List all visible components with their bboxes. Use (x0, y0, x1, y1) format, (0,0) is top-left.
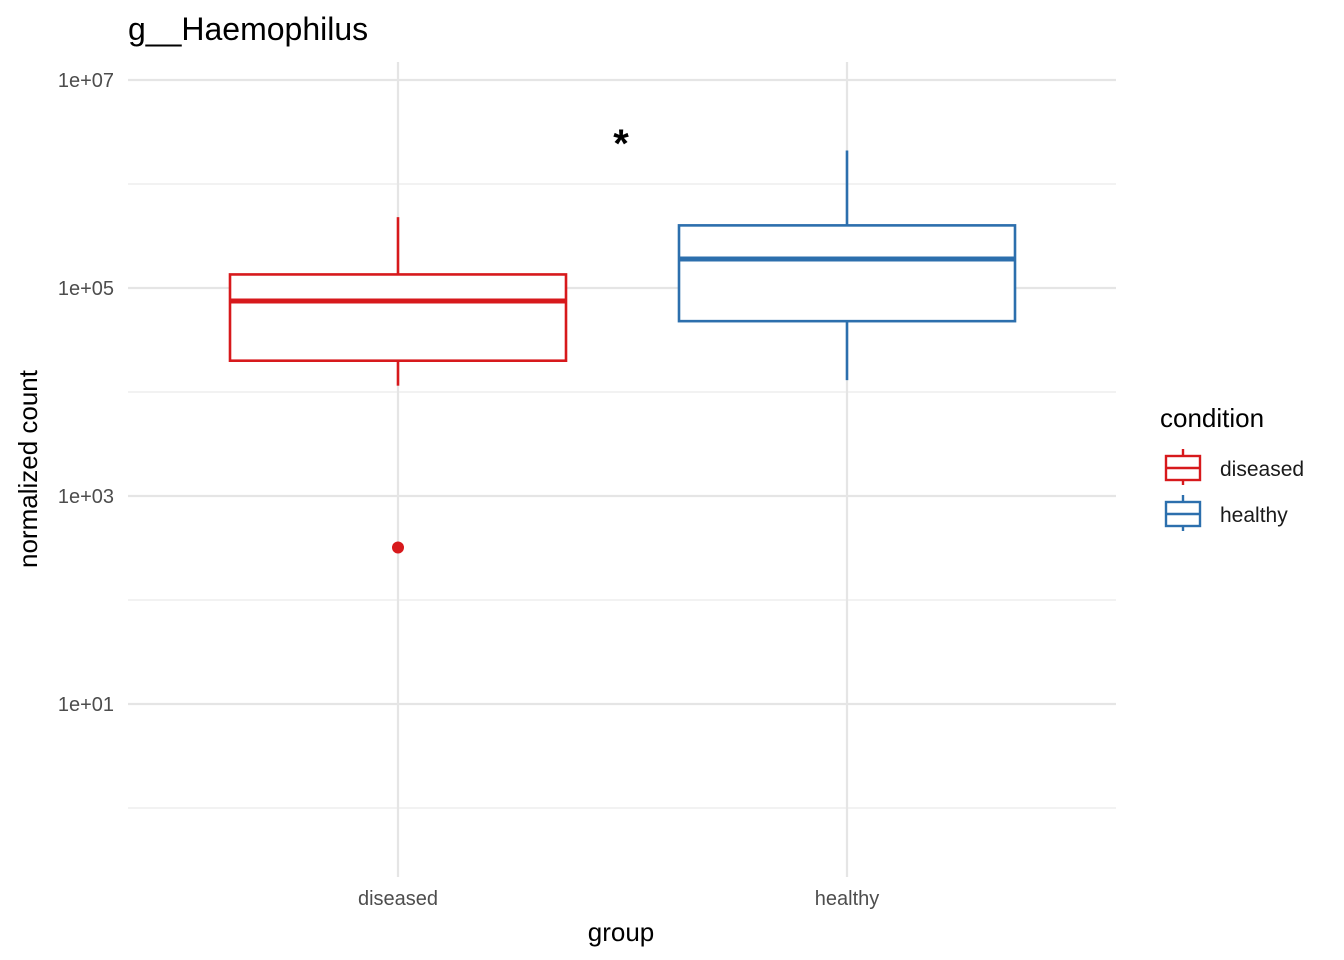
legend-label: diseased (1220, 458, 1304, 481)
y-axis-title: normalized count (13, 369, 43, 568)
outlier-point (392, 541, 404, 554)
y-tick-label: 1e+07 (58, 70, 114, 92)
significance-marker: * (613, 122, 629, 166)
x-axis-title: group (588, 917, 655, 947)
legend: condition diseased healthy (1160, 403, 1304, 531)
y-tick-labels: 1e+01 1e+03 1e+05 1e+07 (58, 70, 114, 716)
iqr-box (228, 273, 568, 362)
y-tick-label: 1e+03 (58, 486, 114, 508)
y-tick-label: 1e+05 (58, 278, 114, 300)
legend-item-healthy: healthy (1164, 495, 1288, 531)
legend-item-diseased: diseased (1164, 449, 1304, 485)
legend-label: healthy (1220, 504, 1288, 527)
legend-items: diseased healthy (1164, 449, 1304, 531)
iqr-box (677, 224, 1017, 323)
box-diseased (228, 217, 568, 554)
box-healthy (677, 150, 1017, 381)
legend-title: condition (1160, 403, 1264, 433)
x-tick-label-healthy: healthy (815, 888, 880, 910)
boxes (228, 150, 1017, 554)
x-tick-label-diseased: diseased (358, 888, 438, 910)
y-tick-label: 1e+01 (58, 694, 114, 716)
grid-lines (128, 62, 1116, 877)
x-tick-labels: diseased healthy (358, 888, 879, 910)
chart-title: g__Haemophilus (128, 11, 368, 47)
